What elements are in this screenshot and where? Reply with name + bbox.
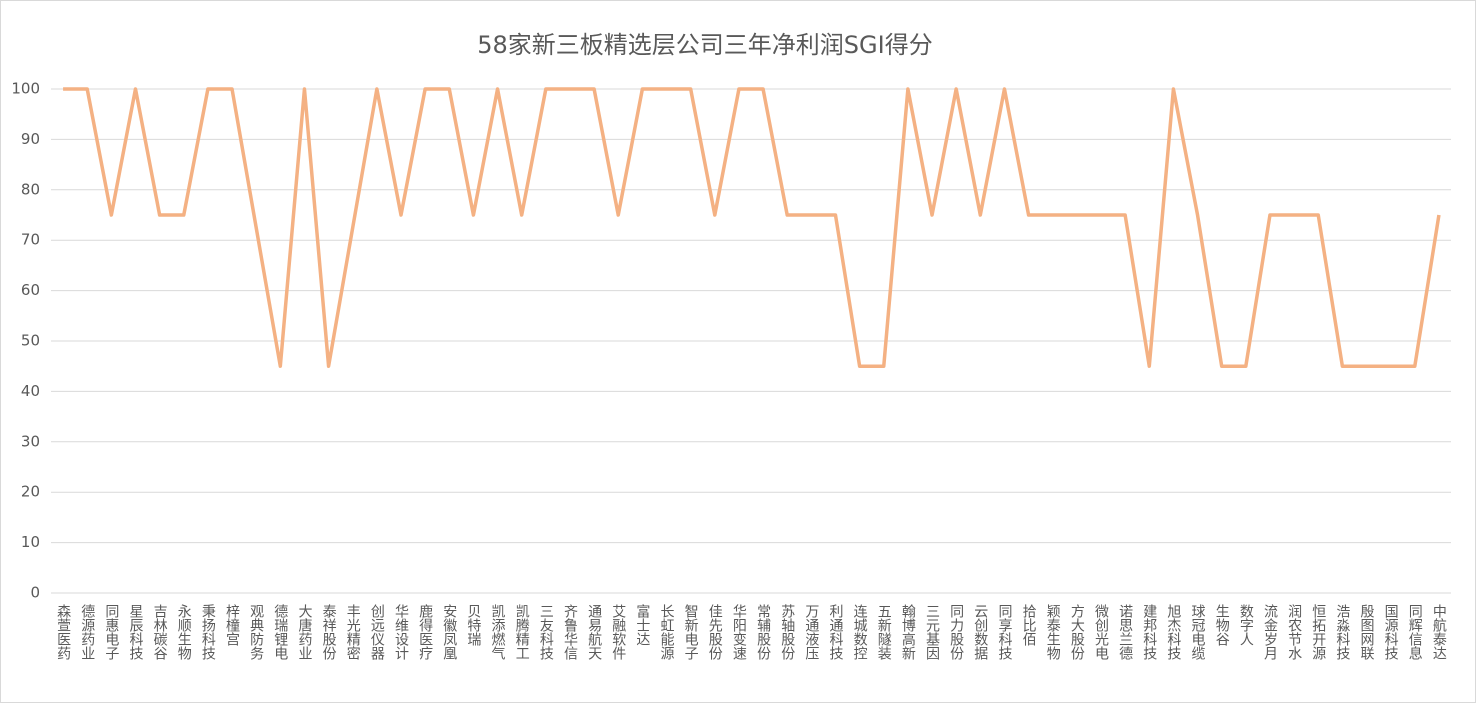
data-line [63, 87, 1441, 368]
y-tick-label: 80 [21, 180, 40, 198]
x-tick-label: 恒拓开源 [1310, 604, 1326, 660]
x-tick-label: 大唐药业 [296, 604, 312, 660]
x-tick-label: 观典防务 [248, 604, 264, 660]
x-tick-label: 秉扬科技 [200, 604, 216, 661]
x-tick-label: 中航泰达 [1431, 604, 1447, 660]
x-tick-label: 诺思兰德 [1117, 604, 1133, 660]
x-tick-label: 微创光电 [1093, 604, 1109, 660]
x-tick-label: 万通液压 [803, 604, 819, 660]
x-tick-label: 星辰科技 [127, 604, 143, 661]
x-tick-label: 德瑞锂电 [272, 604, 288, 660]
x-tick-label: 球冠电缆 [1190, 604, 1206, 661]
x-tick-label: 五新隧装 [876, 604, 892, 660]
x-tick-label: 通易航天 [586, 604, 602, 660]
y-tick-label: 20 [21, 483, 40, 501]
x-tick-label: 苏轴股份 [779, 604, 795, 661]
y-tick-label: 30 [21, 432, 40, 450]
x-tick-label: 利通科技 [827, 604, 843, 661]
x-tick-label: 华维设计 [393, 604, 409, 660]
y-tick-label: 50 [21, 332, 40, 350]
x-tick-label: 长虹能源 [659, 604, 675, 660]
x-tick-label: 德源药业 [79, 604, 95, 660]
y-tick-label: 70 [21, 231, 40, 249]
x-tick-label: 旭杰科技 [1165, 604, 1181, 661]
x-tick-label: 吉林碳谷 [152, 604, 168, 660]
x-tick-label: 云创数据 [972, 604, 988, 660]
x-tick-label: 流金岁月 [1262, 604, 1278, 661]
y-tick-label: 90 [21, 130, 40, 148]
x-tick-label: 安徽凤凰 [441, 604, 457, 660]
x-tick-label: 同力股份 [948, 604, 964, 661]
x-tick-label: 浩淼科技 [1334, 604, 1350, 661]
x-tick-label: 颖泰生物 [1045, 604, 1061, 661]
x-tick-label: 建邦科技 [1141, 604, 1157, 661]
x-tick-label: 凯添燃气 [490, 604, 506, 660]
x-tick-label: 同享科技 [996, 604, 1012, 661]
x-tick-label: 华阳变速 [731, 604, 747, 661]
y-tick-label: 40 [21, 382, 40, 400]
x-tick-label: 艾融软件 [610, 604, 626, 660]
chart-title: 58家新三板精选层公司三年净利润SGI得分 [477, 31, 932, 59]
x-tick-label: 殷图网联 [1359, 604, 1375, 661]
x-tick-label: 生物谷 [1214, 604, 1230, 646]
x-tick-label: 森萱医药 [55, 604, 71, 660]
x-tick-label: 智新电子 [683, 604, 699, 660]
x-tick-label: 连城数控 [852, 604, 868, 660]
x-tick-label: 贝特瑞 [465, 604, 481, 646]
x-tick-label: 富士达 [634, 603, 650, 646]
y-tick-label: 10 [21, 533, 40, 551]
x-tick-label: 国源科技 [1383, 604, 1399, 661]
x-tick-label: 创远仪器 [369, 604, 385, 660]
x-tick-label: 丰光精密 [345, 604, 361, 660]
x-tick-label: 梓橦宫 [224, 604, 240, 646]
x-tick-label: 同惠电子 [103, 604, 119, 660]
x-tick-label: 方大股份 [1069, 604, 1085, 661]
x-tick-label: 三元基因 [924, 604, 940, 660]
x-tick-label: 三友科技 [538, 604, 554, 661]
x-tick-label: 齐鲁华信 [562, 604, 578, 660]
x-tick-label: 常辅股份 [755, 604, 771, 661]
x-tick-label: 润农节水 [1286, 604, 1302, 660]
x-tick-label: 数字人 [1238, 604, 1254, 646]
x-tick-label: 泰祥股份 [321, 604, 337, 661]
x-tick-label: 永顺生物 [176, 604, 192, 661]
x-tick-label: 佳先股份 [707, 604, 723, 661]
x-tick-label: 同辉信息 [1407, 604, 1423, 660]
x-tick-label: 拾比佰 [1021, 604, 1037, 646]
y-tick-label: 0 [30, 584, 40, 602]
x-tick-label: 凯腾精工 [514, 604, 530, 660]
y-tick-label: 60 [21, 281, 40, 299]
x-tick-label: 鹿得医疗 [417, 603, 433, 660]
x-tick-label: 翰博高新 [900, 604, 916, 661]
y-tick-label: 100 [11, 80, 40, 98]
